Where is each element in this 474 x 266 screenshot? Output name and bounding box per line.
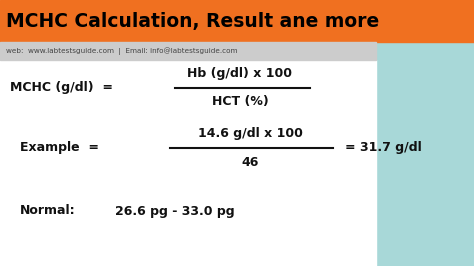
Bar (0, 0, 474, 42)
Bar (0, 60, 376, 266)
Text: 14.6 g/dl x 100: 14.6 g/dl x 100 (198, 127, 302, 140)
Text: 26.6 pg - 33.0 pg: 26.6 pg - 33.0 pg (115, 205, 235, 218)
Text: = 31.7 g/dl: = 31.7 g/dl (345, 142, 422, 155)
Text: Hb (g/dl) x 100: Hb (g/dl) x 100 (188, 68, 292, 81)
Text: MCHC (g/dl)  =: MCHC (g/dl) = (10, 81, 113, 94)
Text: 46: 46 (241, 156, 259, 168)
Text: MCHC Calculation, Result ane more: MCHC Calculation, Result ane more (6, 11, 379, 31)
Bar (376, 42, 474, 266)
Text: Normal:: Normal: (20, 205, 76, 218)
Text: Example  =: Example = (20, 142, 99, 155)
Bar (0, 42, 376, 60)
Text: HCT (%): HCT (%) (211, 95, 268, 109)
Text: web:  www.labtestsguide.com  |  Email: info@labtestsguide.com: web: www.labtestsguide.com | Email: info… (6, 47, 237, 55)
